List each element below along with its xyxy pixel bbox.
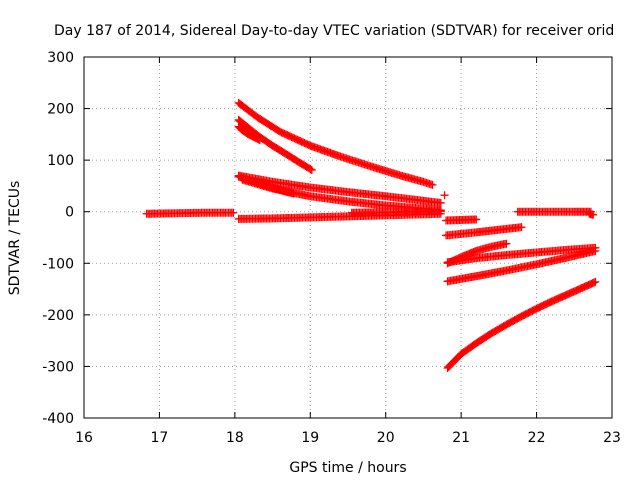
y-tick-label: 200	[47, 102, 74, 118]
data-series	[440, 191, 449, 200]
data-point	[306, 165, 315, 174]
y-tick-label: -300	[42, 359, 74, 375]
data-point	[591, 277, 600, 286]
y-tick-labels: 300 200 100 0 -100 -200 -300 -400	[42, 50, 74, 427]
data-series	[234, 98, 437, 189]
data-series	[234, 122, 264, 145]
data-series	[443, 246, 600, 286]
y-tick-label: 0	[65, 205, 74, 221]
y-axis-label: SDTVAR / TECUs	[7, 181, 23, 296]
x-tick-label: 22	[528, 430, 546, 446]
data-point	[229, 208, 238, 217]
x-tick-label: 20	[377, 430, 395, 446]
x-tick-label: 23	[603, 430, 621, 446]
data-series	[443, 277, 600, 372]
plot-frame	[83, 56, 613, 419]
data-point	[517, 223, 526, 232]
y-tick-label: -100	[42, 256, 74, 272]
x-tick-label: 16	[75, 430, 93, 446]
data-series	[443, 243, 600, 267]
y-tick-label: 300	[47, 50, 74, 66]
y-tick-label: 100	[47, 153, 74, 169]
data-series	[347, 207, 445, 217]
data-point	[502, 239, 511, 248]
data-point	[436, 207, 445, 216]
data-point	[440, 191, 449, 200]
x-tick-label: 17	[151, 430, 169, 446]
y-tick-label: -400	[42, 411, 74, 427]
x-tick-label: 18	[226, 430, 244, 446]
data-point	[589, 210, 598, 219]
data-series	[585, 209, 598, 219]
data-series	[442, 215, 481, 225]
data-series	[234, 171, 445, 207]
data-point	[307, 165, 316, 174]
data-point	[255, 136, 264, 145]
data-point	[472, 215, 481, 224]
data-point	[436, 198, 445, 207]
x-tick-label: 21	[452, 430, 470, 446]
data-series	[442, 223, 526, 240]
x-axis-label: GPS time / hours	[289, 460, 406, 476]
y-tick-label: -200	[42, 308, 74, 324]
axis-ticks	[83, 56, 613, 419]
data-series	[142, 208, 238, 218]
x-tick-labels: 16 17 18 19 20 21 22 23	[75, 430, 621, 446]
data-point	[591, 246, 600, 255]
x-tick-label: 19	[301, 430, 319, 446]
data-points	[142, 98, 600, 372]
chart-title: Day 187 of 2014, Sidereal Day-to-day VTE…	[54, 23, 614, 39]
data-point	[428, 180, 437, 189]
